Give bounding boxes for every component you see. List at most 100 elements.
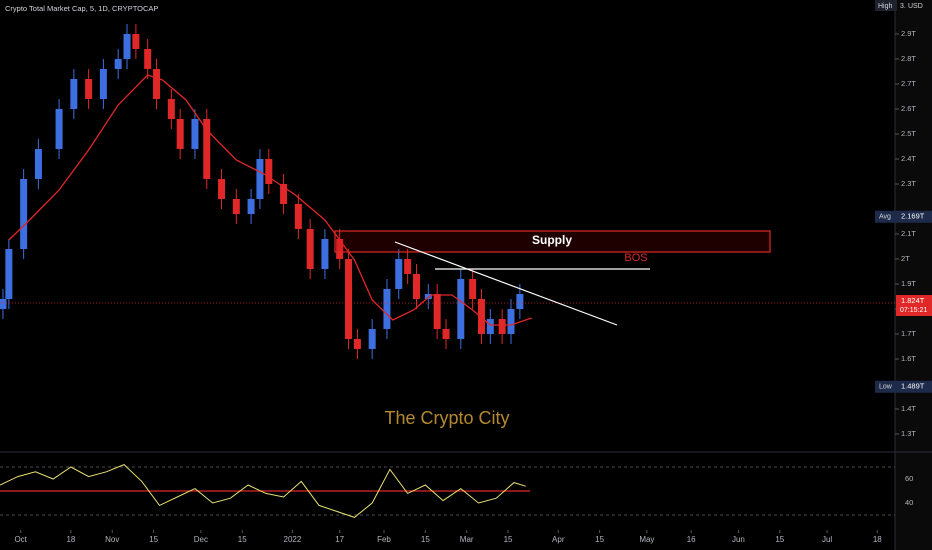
y-tick-label: 2.7T (901, 79, 916, 88)
candle-body (70, 79, 78, 109)
candle-body (383, 289, 391, 329)
x-tick-label: 15 (421, 535, 430, 544)
candle-body (256, 159, 264, 199)
y-tick-label: 2.3T (901, 179, 916, 188)
x-tick-label: Jul (822, 535, 832, 544)
candle-body (144, 49, 152, 69)
candle-body (85, 79, 93, 99)
x-tick-label: Jun (732, 535, 745, 544)
low_marker-box (875, 380, 932, 393)
candle-body (516, 294, 524, 309)
high-value: 3. (900, 3, 906, 10)
candle-body (477, 299, 485, 334)
moving-average (8, 74, 532, 326)
y-tick-label: 2.5T (901, 129, 916, 138)
x-tick-label: Apr (552, 535, 565, 544)
candle-body (353, 339, 361, 349)
candle-body (203, 119, 211, 179)
avg-name: Avg (879, 214, 891, 221)
candle-body (191, 119, 199, 149)
x-tick-label: Mar (460, 535, 474, 544)
y-tick-label: 1.4T (901, 404, 916, 413)
chart-title: Crypto Total Market Cap, 5, 1D, CRYPTOCA… (5, 4, 158, 13)
candle-body (55, 109, 63, 149)
candle-body (368, 329, 376, 349)
x-tick-label: May (639, 535, 654, 544)
candle-body (306, 229, 314, 269)
candle-body (114, 59, 122, 69)
x-tick-label: 15 (149, 535, 158, 544)
avg-box (875, 210, 932, 223)
price-axis (895, 0, 932, 550)
high-label: High (878, 3, 893, 10)
x-tick-label: 18 (66, 535, 75, 544)
candle-body (498, 319, 506, 334)
candle-body (294, 204, 302, 229)
candle-body (345, 259, 353, 339)
candle-body (232, 199, 240, 214)
bos-label: BOS (624, 252, 647, 264)
candle-body (412, 274, 420, 299)
candle-body (336, 239, 344, 259)
y-tick-label: 2.1T (901, 229, 916, 238)
currency: USD (908, 3, 923, 10)
candle-body (395, 259, 403, 289)
candle-body (404, 259, 412, 274)
candle-body (457, 279, 465, 339)
avg-label: 2.169T (901, 212, 925, 221)
trend-line (394, 241, 618, 326)
candle-body (507, 309, 515, 334)
y-tick-label: 1.9T (901, 279, 916, 288)
x-tick-label: 16 (687, 535, 696, 544)
x-tick-label: 15 (595, 535, 604, 544)
candle-body (5, 249, 13, 299)
candle-body (424, 294, 432, 299)
candle-body (442, 329, 450, 339)
x-tick-label: Feb (377, 535, 391, 544)
low_marker-name: Low (879, 384, 893, 391)
x-tick-label: 15 (775, 535, 784, 544)
candle-body (280, 184, 288, 204)
x-tick-label: 18 (873, 535, 882, 544)
candle-body (247, 199, 255, 214)
supply-zone (334, 230, 771, 253)
candle-body (433, 294, 441, 329)
x-tick-label: Oct (14, 535, 27, 544)
candle-body (218, 179, 226, 199)
y-tick-label: 1.6T (901, 354, 916, 363)
watermark: The Crypto City (384, 408, 509, 428)
candle-body (176, 119, 184, 149)
y-tick-label: 1.7T (901, 329, 916, 338)
candle-body (321, 239, 329, 269)
candle-body (132, 34, 140, 49)
low_marker-label: 1.489T (901, 382, 925, 391)
y-tick-label: 1.3T (901, 429, 916, 438)
supply-label: Supply (532, 233, 572, 247)
candle-body (265, 159, 273, 184)
candle-body (469, 279, 477, 299)
countdown: 07:15:21 (900, 307, 927, 314)
y-tick-label: 2.9T (901, 29, 916, 38)
x-tick-label: Nov (105, 535, 119, 544)
last-price-label: 1.824T (901, 296, 925, 305)
candle-body (34, 149, 42, 179)
y-tick-label: 2T (901, 254, 910, 263)
x-tick-label: 17 (335, 535, 344, 544)
candle-body (167, 99, 175, 119)
candle-body (123, 34, 131, 59)
x-tick-label: 2022 (284, 535, 302, 544)
candle-body (99, 69, 107, 99)
candle-body (153, 69, 161, 99)
last-price-box (896, 295, 932, 316)
candle-body (20, 179, 28, 249)
x-tick-label: 15 (504, 535, 513, 544)
y-tick-label: 2.6T (901, 104, 916, 113)
rsi-line (0, 464, 526, 518)
candle-body (486, 319, 494, 334)
high-box (875, 0, 897, 11)
x-tick-label: Dec (194, 535, 208, 544)
candle-body (0, 299, 7, 309)
rsi-tick-label: 40 (905, 498, 913, 507)
rsi-tick-label: 60 (905, 474, 913, 483)
